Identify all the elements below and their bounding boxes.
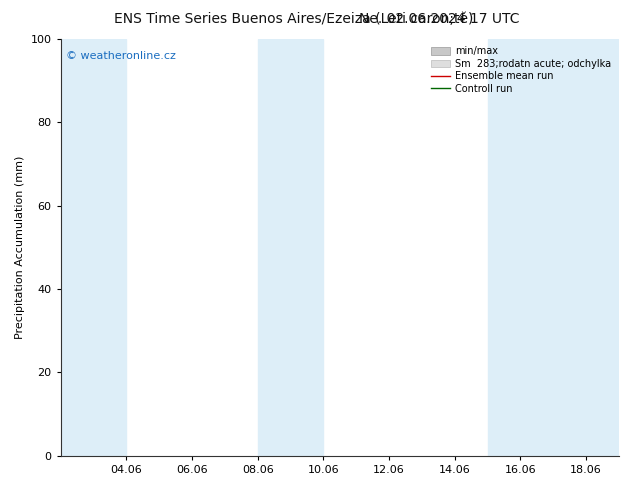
Bar: [488, 39, 619, 456]
Text: Ne. 02.06.2024 17 UTC: Ne. 02.06.2024 17 UTC: [359, 12, 520, 26]
Bar: [257, 39, 323, 456]
Y-axis label: Precipitation Accumulation (mm): Precipitation Accumulation (mm): [15, 156, 25, 339]
Legend: min/max, Sm  283;rodatn acute; odchylka, Ensemble mean run, Controll run: min/max, Sm 283;rodatn acute; odchylka, …: [428, 44, 614, 97]
Text: ENS Time Series Buenos Aires/Ezeiza (Leti caron;tě): ENS Time Series Buenos Aires/Ezeiza (Let…: [114, 12, 474, 26]
Text: © weatheronline.cz: © weatheronline.cz: [66, 51, 176, 61]
Bar: [61, 39, 126, 456]
